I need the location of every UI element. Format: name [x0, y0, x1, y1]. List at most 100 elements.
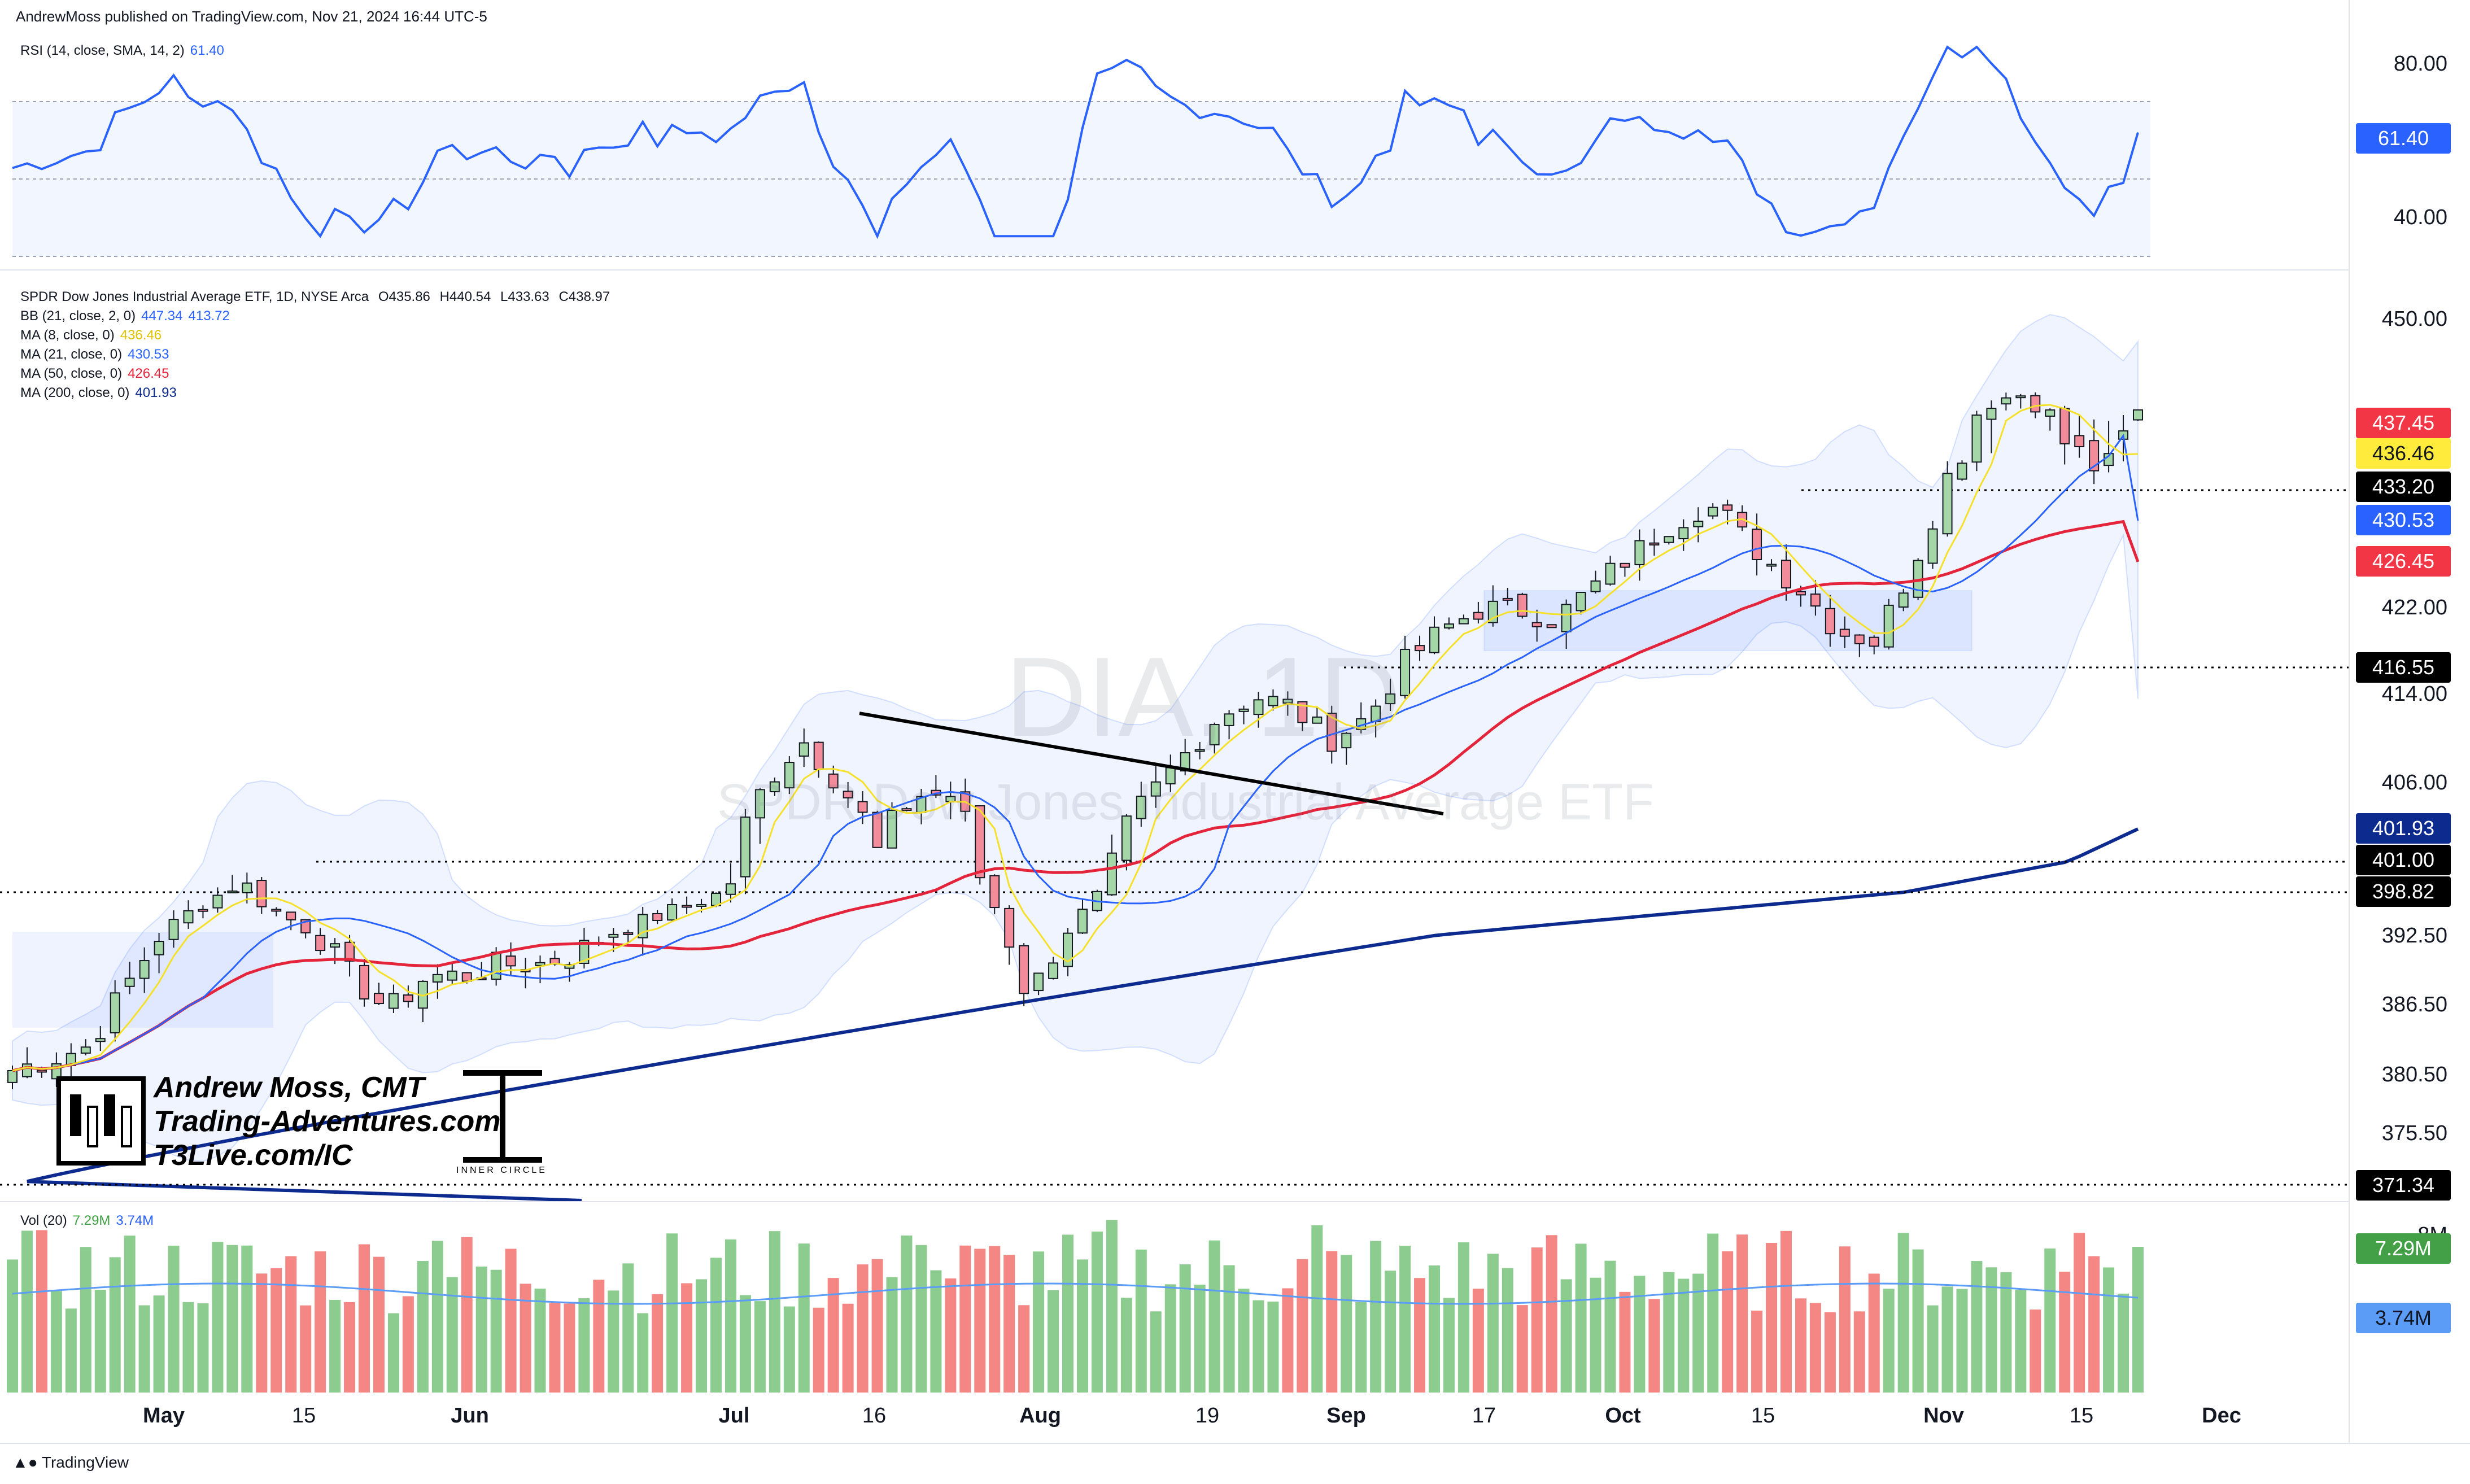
candle-body: [403, 994, 413, 1002]
candle-body: [1297, 701, 1308, 723]
volume-bar: [1516, 1305, 1528, 1393]
volume-bar: [1575, 1243, 1587, 1393]
volume-bar: [197, 1303, 209, 1393]
ma50-line: [12, 520, 2140, 1072]
volume-bar: [739, 1295, 751, 1393]
volume-bar: [1120, 1298, 1132, 1393]
candle-body: [1004, 907, 1015, 948]
volume-bar: [534, 1289, 546, 1393]
candle-body: [2015, 395, 2026, 399]
volume-bar: [1795, 1298, 1806, 1393]
volume-bar: [1985, 1267, 1997, 1393]
volume-bar: [871, 1259, 883, 1393]
volume-bar: [1590, 1277, 1601, 1393]
candle-body: [1825, 608, 1835, 635]
volume-bar: [7, 1259, 18, 1393]
volume-bar: [168, 1246, 180, 1393]
price-tick-386-5: 386.50: [2381, 993, 2447, 1016]
candle-body: [1839, 628, 1850, 637]
signature-logo-candle: [121, 1106, 132, 1147]
price-title: SPDR Dow Jones Industrial Average ETF, 1…: [20, 289, 369, 304]
candle-body: [623, 932, 634, 935]
volume-bar: [1634, 1276, 1646, 1393]
x-label-aug: Aug: [1019, 1404, 1061, 1428]
candle-body: [1033, 972, 1044, 992]
ma8-line: [12, 404, 2139, 1072]
candle-body: [1810, 593, 1821, 607]
candle-body: [1971, 414, 1982, 463]
signature-t3live: T3Live.com/IC: [154, 1139, 353, 1172]
candle-body: [1590, 580, 1601, 592]
volume-bar: [1253, 1300, 1264, 1393]
candle-body: [1795, 591, 1806, 596]
ma21-legend-label: MA (21, close, 0): [20, 347, 123, 362]
volume-bar: [901, 1235, 913, 1393]
volume-bar: [446, 1277, 458, 1393]
volume-bar: [842, 1303, 854, 1393]
candle-body: [1898, 592, 1909, 608]
candle-body: [95, 1038, 106, 1042]
candle-body: [359, 964, 370, 999]
volume-bar: [124, 1236, 136, 1393]
price-tick-375-5: 375.50: [2381, 1121, 2447, 1145]
volume-bar: [1033, 1251, 1045, 1393]
candle-body: [1546, 624, 1557, 628]
volume-bar: [1751, 1310, 1763, 1393]
candle-body: [1502, 597, 1513, 601]
volume-bar: [1355, 1302, 1367, 1393]
volume-bar: [578, 1298, 590, 1393]
volume-bar: [329, 1299, 341, 1393]
volume-legend: Vol (20) 7.29M 3.74M: [20, 1213, 154, 1229]
candle-body: [1443, 623, 1454, 628]
badge-level-371: 371.34: [2356, 1170, 2451, 1201]
candle-body: [1781, 560, 1791, 589]
volume-bar: [505, 1249, 517, 1393]
volume-legend-label: Vol (20): [20, 1213, 67, 1228]
candle-body: [212, 894, 223, 909]
candle-body: [1209, 724, 1220, 745]
volume-bar: [974, 1249, 986, 1393]
volume-bar: [1809, 1303, 1821, 1393]
price-legend-title: SPDR Dow Jones Industrial Average ETF, 1…: [20, 289, 610, 305]
candle-body: [1678, 527, 1689, 539]
volume-bar: [1428, 1265, 1440, 1393]
candle-body: [256, 880, 267, 907]
volume-bar: [754, 1301, 766, 1393]
volume-bar: [94, 1290, 106, 1393]
candle-body: [1854, 634, 1865, 644]
volume-bar: [1385, 1271, 1397, 1393]
volume-bar: [182, 1302, 194, 1393]
volume-bar: [1194, 1284, 1206, 1393]
candle-body: [1429, 626, 1439, 653]
volume-bar: [1941, 1286, 1953, 1393]
candle-body: [1253, 699, 1264, 715]
candle-body: [124, 977, 135, 987]
volume-bar: [696, 1279, 708, 1393]
x-label-16: 16: [862, 1404, 887, 1428]
volume-bar: [344, 1302, 356, 1393]
candle-body: [330, 943, 341, 948]
candle-body: [271, 909, 282, 912]
volume-bar: [2000, 1272, 2012, 1393]
volume-bar: [2103, 1267, 2115, 1393]
candle-body: [1576, 592, 1586, 612]
volume-bar: [1076, 1259, 1088, 1393]
badge-volume-ma: 3.74M: [2356, 1303, 2451, 1333]
ma21-legend: MA (21, close, 0) 430.53: [20, 347, 169, 363]
candle-body: [1150, 781, 1161, 797]
volume-ma-line: [12, 1282, 2139, 1305]
candle-body: [579, 940, 590, 964]
candle-body: [2001, 397, 2011, 405]
rsi-badge: 61.40: [2356, 123, 2451, 154]
volume-bar: [65, 1308, 77, 1393]
tradingview-logo[interactable]: ▲● TradingView: [12, 1454, 129, 1472]
ma50-legend-label: MA (50, close, 0): [20, 366, 123, 381]
volume-bar: [2015, 1290, 2027, 1393]
bollinger-band-fill: [12, 313, 2139, 1162]
rsi-legend-value: 61.40: [190, 43, 224, 58]
price-low: L433.63: [500, 289, 549, 304]
volume-bar: [1868, 1273, 1880, 1393]
trend-line: [859, 712, 1444, 816]
badge-level-398: 398.82: [2356, 876, 2451, 907]
candle-body: [227, 891, 238, 894]
